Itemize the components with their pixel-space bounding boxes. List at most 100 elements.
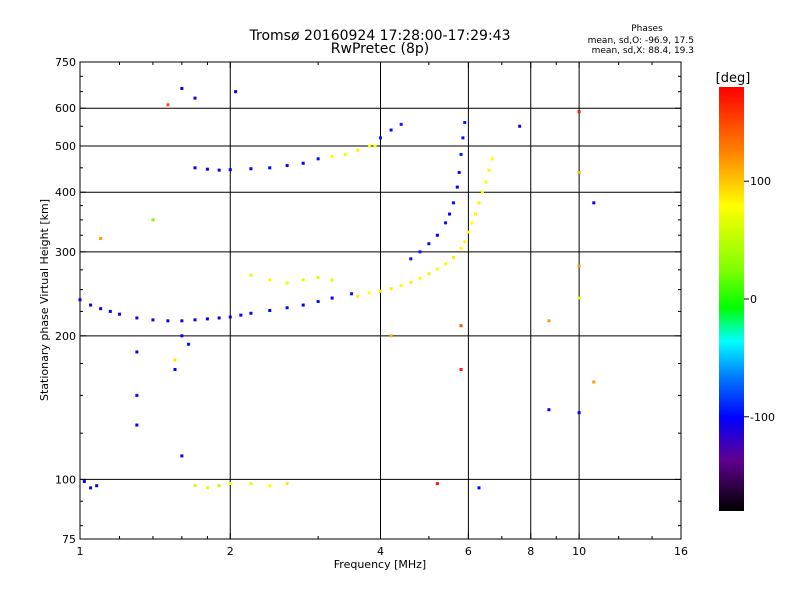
data-point [379, 289, 382, 293]
data-point [268, 278, 272, 282]
data-point [418, 250, 422, 254]
data-point [577, 170, 581, 174]
data-point [480, 190, 484, 194]
data-point [316, 276, 320, 280]
data-point [180, 86, 184, 90]
data-point [301, 303, 305, 307]
colorbar [719, 87, 744, 511]
y-tick-label: 200 [55, 330, 76, 343]
chart-title: Tromsø 20160924 17:28:00-17:29:43 [249, 28, 511, 44]
data-point [459, 324, 463, 328]
y-tick-label: 750 [55, 56, 76, 69]
y-tick-label: 75 [62, 533, 76, 546]
data-point [180, 319, 184, 323]
data-point [135, 350, 139, 354]
data-point [151, 318, 155, 322]
y-axis-ticks: 75 100 200 300 400 500 600 750 [55, 56, 681, 546]
data-point [173, 358, 177, 362]
data-point [89, 486, 93, 490]
data-point [409, 280, 413, 284]
colorbar-tick-label: -100 [750, 411, 775, 424]
data-point [577, 264, 581, 268]
data-point [151, 218, 155, 222]
data-point [99, 307, 103, 311]
x-tick-label: 1 [77, 545, 84, 558]
data-point [350, 292, 354, 296]
data-point [356, 148, 360, 152]
data-point [477, 201, 481, 205]
data-point [166, 319, 170, 323]
data-point [427, 242, 431, 246]
x-tick-label: 16 [674, 545, 688, 558]
data-point [249, 273, 253, 277]
data-point [285, 306, 289, 310]
data-point [316, 300, 320, 304]
data-point [78, 298, 82, 302]
data-point [444, 262, 448, 266]
data-point [268, 484, 272, 488]
data-point [459, 152, 463, 156]
data-point [187, 342, 191, 346]
data-point [435, 233, 439, 237]
data-point [330, 155, 334, 159]
data-point [285, 482, 289, 486]
stats-x-line: mean, sd,X: 88.4, 19.3 [592, 46, 694, 56]
data-point [518, 124, 522, 128]
data-point [205, 167, 209, 171]
y-axis-label: Stationary phase Virtual Height [km] [38, 199, 51, 401]
stats-header: Phases [631, 24, 663, 34]
data-point [135, 393, 139, 397]
data-point [459, 246, 463, 250]
data-point [228, 315, 232, 319]
data-point [193, 96, 197, 100]
data-point [356, 294, 360, 298]
data-point [193, 166, 197, 170]
data-point [389, 128, 393, 132]
data-point [487, 168, 491, 172]
data-point [217, 316, 221, 320]
data-point [285, 281, 289, 285]
data-point [592, 201, 596, 205]
colorbar-ticks: 100 0 -100 [744, 175, 775, 424]
data-point [435, 267, 439, 271]
data-point [577, 110, 581, 114]
colorbar-label: [deg] [716, 71, 751, 86]
data-point [330, 278, 334, 282]
data-point [373, 144, 377, 148]
data-point [547, 319, 551, 323]
data-point [477, 486, 481, 490]
data-point [577, 296, 581, 300]
data-point [484, 180, 488, 184]
data-points [78, 86, 596, 490]
data-point [249, 311, 253, 315]
data-point [451, 201, 455, 205]
data-point [427, 272, 431, 276]
x-tick-label: 6 [465, 545, 472, 558]
chart-subtitle: RwPretec (8p) [331, 41, 429, 57]
data-point [461, 136, 465, 140]
data-point [330, 296, 334, 300]
data-point [193, 318, 197, 322]
y-tick-label: 300 [55, 246, 76, 259]
stats-o-line: mean, sd,O: -96.9, 17.5 [588, 36, 694, 46]
gridlines [80, 62, 681, 539]
data-point [455, 185, 459, 189]
data-point [463, 240, 467, 244]
data-point [409, 257, 413, 261]
data-point [217, 484, 221, 488]
y-tick-label: 500 [55, 140, 76, 153]
data-point [444, 221, 448, 225]
data-point [180, 454, 184, 458]
data-point [180, 334, 184, 338]
data-point [135, 316, 139, 320]
data-point [367, 144, 371, 148]
y-tick-label: 400 [55, 186, 76, 199]
data-point [448, 212, 452, 216]
x-tick-label: 10 [572, 545, 586, 558]
data-point [389, 287, 393, 291]
data-point [135, 423, 139, 427]
data-point [205, 317, 209, 321]
data-point [239, 313, 243, 317]
data-point [301, 161, 305, 165]
data-point [459, 367, 463, 371]
